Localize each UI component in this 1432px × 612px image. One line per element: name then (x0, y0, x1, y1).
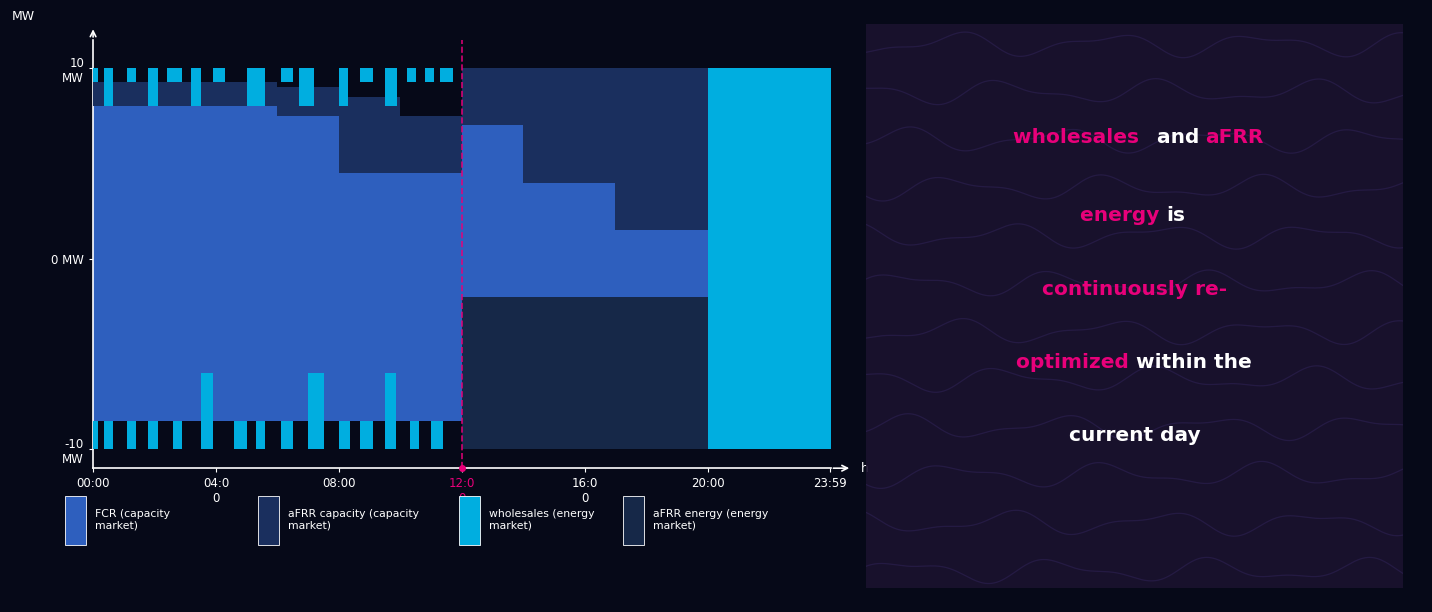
Text: continuously re-: continuously re- (1042, 280, 1227, 299)
Text: current day: current day (1070, 426, 1200, 445)
Text: and: and (1150, 127, 1206, 147)
FancyBboxPatch shape (64, 496, 86, 545)
Text: energy: energy (1080, 206, 1166, 225)
Text: optimized: optimized (1017, 353, 1136, 372)
Text: MW: MW (11, 10, 34, 23)
Text: is: is (1166, 206, 1186, 225)
Text: FCR (capacity
market): FCR (capacity market) (95, 509, 169, 530)
Text: aFRR capacity (capacity
market): aFRR capacity (capacity market) (288, 509, 420, 530)
Text: within the: within the (1136, 353, 1252, 372)
Text: aFRR: aFRR (1204, 127, 1263, 147)
FancyBboxPatch shape (460, 496, 480, 545)
Text: wholesales (energy
market): wholesales (energy market) (490, 509, 594, 530)
FancyBboxPatch shape (258, 496, 279, 545)
FancyBboxPatch shape (623, 496, 644, 545)
Text: aFRR energy (energy
market): aFRR energy (energy market) (653, 509, 768, 530)
Text: h: h (861, 461, 869, 475)
FancyBboxPatch shape (851, 2, 1419, 610)
Text: wholesales: wholesales (1012, 127, 1146, 147)
